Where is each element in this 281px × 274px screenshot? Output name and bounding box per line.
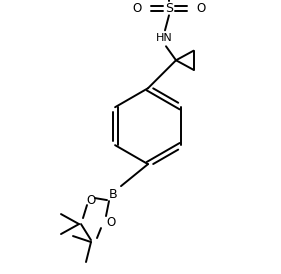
Text: O: O [106,216,115,229]
Text: O: O [196,2,206,15]
Text: O: O [132,2,142,15]
Text: B: B [109,188,117,201]
Text: S: S [165,2,173,15]
Text: O: O [86,194,96,207]
Text: HN: HN [156,33,172,43]
